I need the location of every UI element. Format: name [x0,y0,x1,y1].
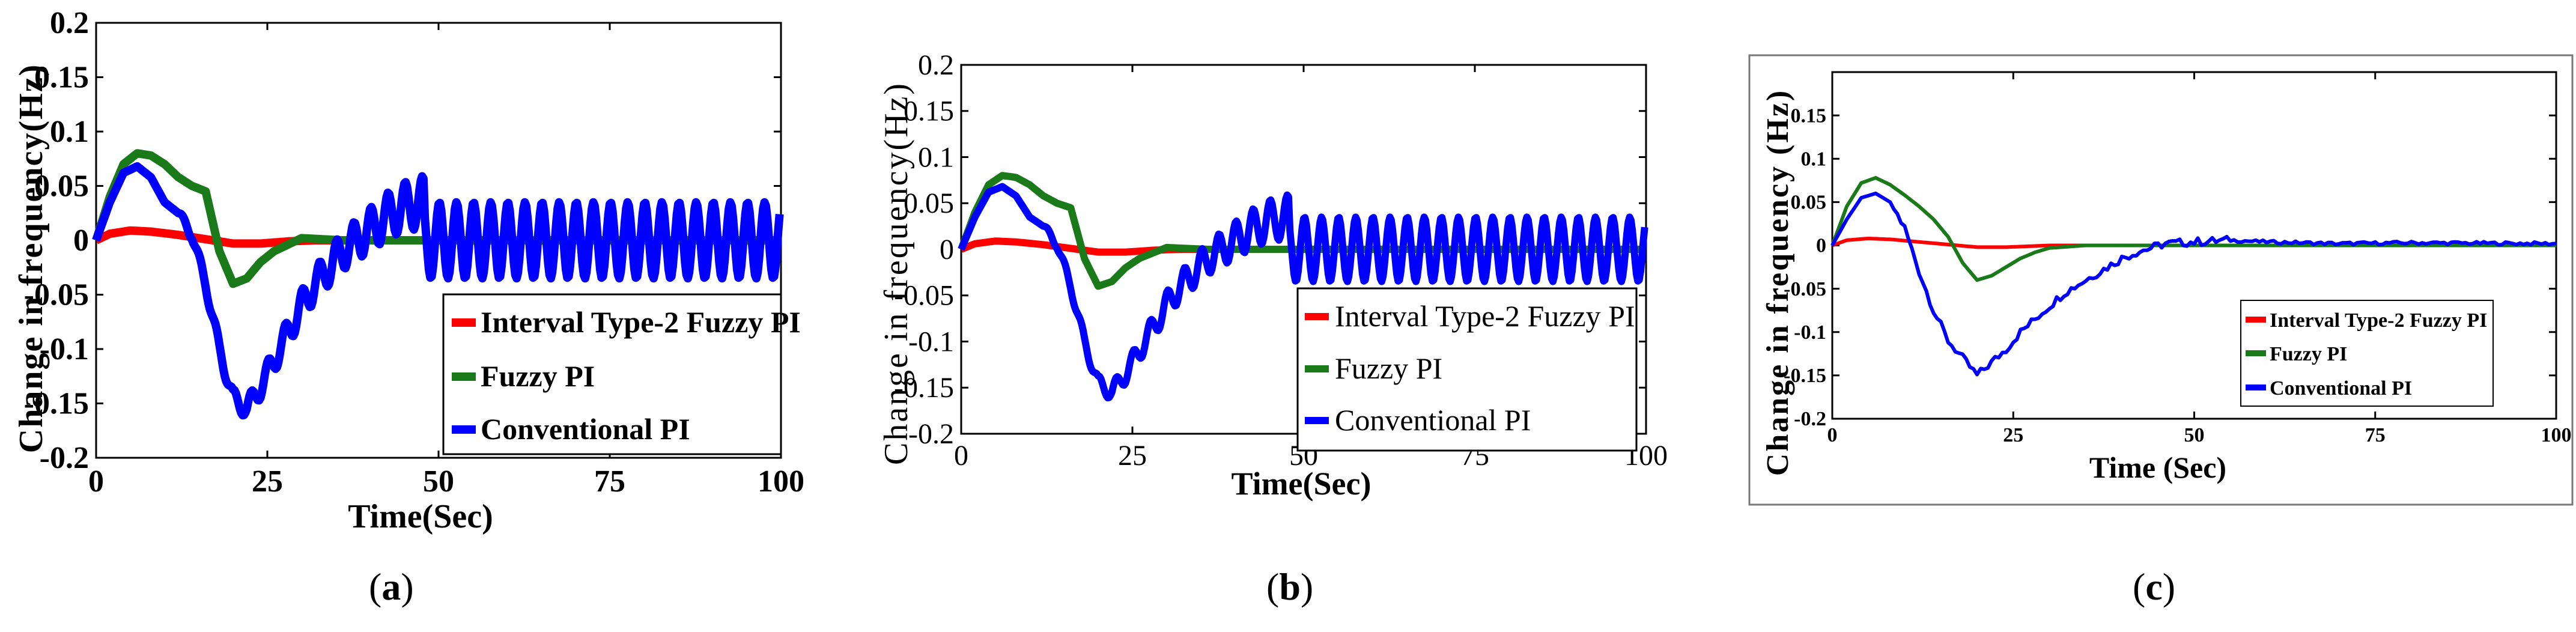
legend: Interval Type-2 Fuzzy PI Fuzzy PI Conven… [442,293,801,455]
y-tick-label: 0 [940,234,954,266]
legend-label-interval-type2: Interval Type-2 Fuzzy PI [2270,309,2487,332]
caption-open: ( [369,565,382,608]
legend: Interval Type-2 Fuzzy PI Fuzzy PI Conven… [1296,287,1638,452]
x-tick-label: 25 [252,464,283,499]
legend-label-interval-type2: Interval Type-2 Fuzzy PI [481,305,801,339]
x-tick-label: 100 [758,464,804,499]
y-tick-label: -0.2 [1794,408,1826,430]
x-tick-label: 0 [1827,424,1838,446]
y-tick-label: 0.15 [34,61,89,95]
series-line-conventional [92,162,784,420]
legend-box [442,293,782,455]
y-tick-label: -0.2 [40,441,89,475]
x-tick-label: 100 [2541,424,2572,446]
series-line-conventional [1830,191,2557,377]
y-tick-label: 0.15 [904,96,954,127]
x-tick-label: 75 [2365,424,2386,446]
x-axis-label: Time(Sec) [1232,466,1372,502]
chart-panel-c: Change in frequency (Hz) 0 25 50 75 1000.150… [1748,54,2574,506]
y-tick-label: 0.1 [50,115,89,149]
plot-area: 0 25 50 75 100 0.2 0.15 0.1 0.05 0 -0.05 -0.1 -0.15 -… [24,6,804,499]
y-tick-label: 0.2 [50,6,89,40]
caption-close: ) [2162,565,2176,608]
legend-label-interval-type2: Interval Type-2 Fuzzy PI [1335,299,1635,333]
y-tick-label: -0.15 [1784,365,1826,387]
caption-open: ( [2133,565,2146,608]
series-line-conventional [958,183,1648,402]
legend-label-fuzzy: Fuzzy PI [2270,343,2347,365]
x-tick-label: 25 [1118,440,1147,472]
y-axis-label: Change in frequency (Hz) [1761,89,1795,476]
figure-border [1748,54,2574,506]
y-tick-label: 0.05 [1791,192,1827,214]
legend-label-fuzzy: Fuzzy PI [481,359,595,393]
y-tick-label: 0.2 [918,49,954,81]
caption-letter: a [381,565,401,608]
y-tick-label: -0.15 [894,372,954,404]
y-tick-label: -0.05 [894,280,954,312]
legend-label-conventional: Conventional PI [1335,403,1531,437]
y-tick-label: 0.05 [34,169,89,204]
y-tick-label: -0.1 [40,332,89,366]
legend-label-conventional: Conventional PI [481,412,690,446]
y-tick-label: 0.15 [1791,105,1827,127]
caption-c: (c) [2133,565,2175,609]
legend-box [1296,287,1638,452]
caption-close: ) [1300,565,1314,608]
legend-label-conventional: Conventional PI [2270,377,2412,400]
x-axis-label: Time(Sec) [348,498,493,535]
caption-letter: c [2145,565,2163,608]
x-axis-label: Time (Sec) [2089,451,2226,484]
caption-a: (a) [369,565,414,609]
plot-area: 0 25 50 75 1000.20.150.10.050-0.05-0.1-0.15-… [894,49,1668,472]
chart-panel-b: Change in frequency(Hz) 0 25 50 75 1000.20.1… [878,49,1668,502]
legend: Interval Type-2 Fuzzy PI Fuzzy PI Conven… [2240,300,2494,407]
x-tick-label: 0 [88,464,104,499]
x-tick-label: 0 [954,440,968,472]
legend-label-fuzzy: Fuzzy PI [1335,351,1442,385]
y-tick-label: 0.1 [918,141,954,173]
y-tick-label: 0.05 [904,187,954,219]
y-axis-label: Change in frequency(Hz) [878,82,915,465]
caption-open: ( [1266,565,1280,608]
y-tick-label: 0.1 [1801,148,1827,170]
y-tick-label: -0.1 [1794,321,1826,344]
y-tick-label: 0 [73,223,89,258]
caption-letter: b [1279,565,1301,608]
y-tick-label: 0 [1816,235,1826,257]
x-tick-label: 50 [423,464,454,499]
y-axis-label: Change in frequency(Hz) [13,64,50,454]
y-tick-label: -0.05 [1784,278,1826,300]
y-tick-label: -0.15 [24,387,89,421]
y-tick-label: -0.2 [908,418,954,450]
series-line-fuzzy [1830,176,2556,282]
x-tick-label: 25 [2003,424,2023,446]
x-tick-label: 50 [2184,424,2205,446]
x-tick-label: 75 [594,464,625,499]
caption-close: ) [401,565,414,608]
y-tick-label: -0.1 [908,326,954,357]
legend-box [2240,300,2494,407]
chart-panel-a: Change in frequency(Hz) 0 25 50 75 100 0.2 0.1… [13,6,804,535]
caption-b: (b) [1266,565,1313,609]
plot-area: 0 25 50 75 100 0.15 0.1 0.05 0 -0.05 -0.1 -0.15 -0.2 [1784,71,2572,446]
y-tick-label: -0.05 [24,278,89,312]
